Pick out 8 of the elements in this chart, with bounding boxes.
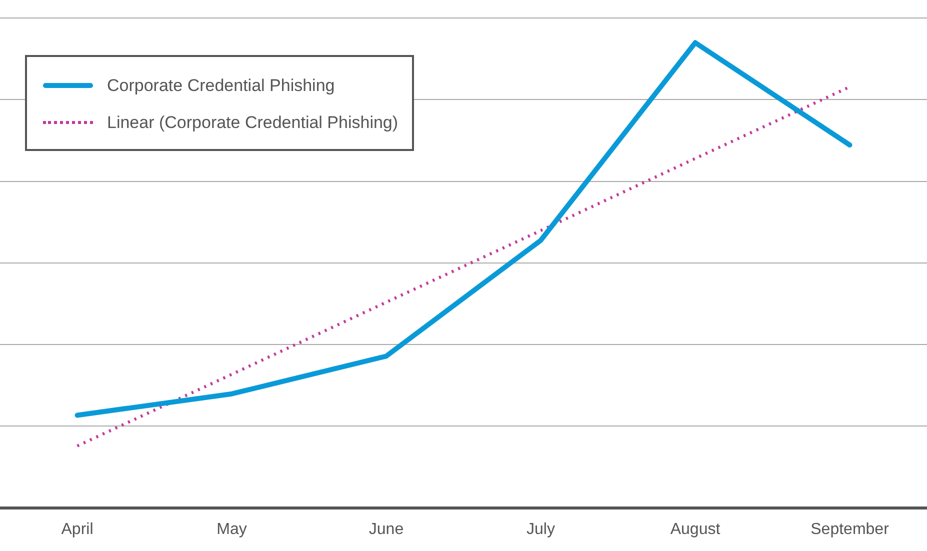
legend-label: Linear (Corporate Credential Phishing) xyxy=(107,112,398,132)
x-tick-label: June xyxy=(368,520,404,538)
x-tick-label: August xyxy=(670,520,721,538)
x-tick-label: April xyxy=(61,520,94,538)
x-tick-label: July xyxy=(526,520,555,538)
legend-label: Corporate Credential Phishing xyxy=(107,76,335,96)
x-tick-label: May xyxy=(216,520,247,538)
x-tick-label: September xyxy=(810,520,890,538)
